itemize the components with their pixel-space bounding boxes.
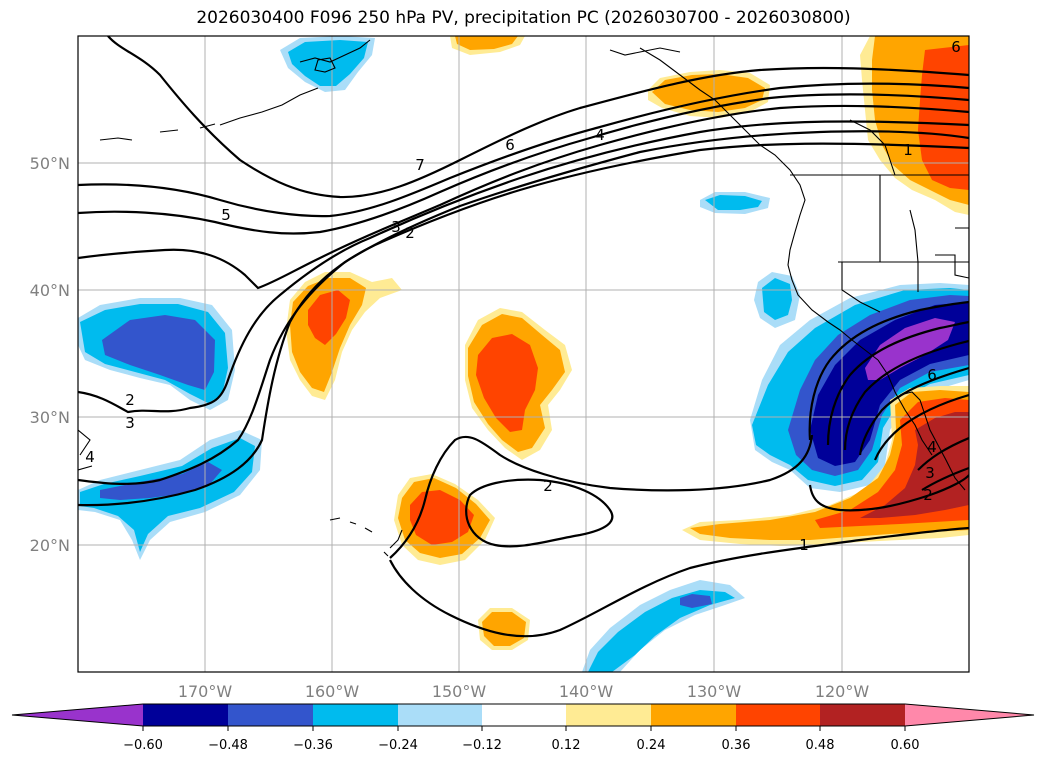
- colorbar-tick: 0.60: [891, 738, 920, 753]
- contour-labels: 7 6 4 5 3 2 1 1 2 3 4 6 2 3 4 2 6: [85, 38, 961, 554]
- lat-label: 30°N: [30, 408, 70, 427]
- colorbar-tick: −0.12: [462, 738, 502, 753]
- colorbar-tick: −0.60: [123, 738, 163, 753]
- pv-contours: [78, 36, 969, 638]
- colorbar-extend-high: [905, 704, 1034, 726]
- precip-shade-152w: [394, 474, 495, 565]
- contour-label: 1: [799, 536, 809, 554]
- lat-label: 20°N: [30, 536, 70, 555]
- latitude-labels: 50°N 40°N 30°N 20°N: [30, 154, 70, 555]
- contour-label: 4: [85, 448, 95, 466]
- contour-label: 1: [903, 141, 913, 159]
- lon-label: 170°W: [178, 682, 233, 701]
- colorbar: −0.60 −0.48 −0.36 −0.24 −0.12 0.12 0.24 …: [11, 703, 1035, 753]
- lat-label: 50°N: [30, 154, 70, 173]
- contour-label: 6: [927, 366, 937, 384]
- colorbar-tick: −0.48: [208, 738, 248, 753]
- colorbar-extend-low: [12, 704, 143, 726]
- lon-label: 140°W: [559, 682, 614, 701]
- contour-label: 3: [125, 414, 135, 432]
- colorbar-tick: 0.12: [552, 738, 581, 753]
- lon-label: 120°W: [815, 682, 870, 701]
- map-frame: [77, 35, 970, 673]
- contour-label: 5: [221, 206, 231, 224]
- contour-label: 3: [925, 464, 935, 482]
- lon-label: 150°W: [432, 682, 487, 701]
- precip-shade-southwest-neg: [78, 430, 262, 560]
- map-title: 2026030400 F096 250 hPa PV, precipitatio…: [196, 8, 851, 28]
- contour-label: 7: [415, 156, 425, 174]
- contour-label: 2: [923, 486, 933, 504]
- contour-label: 2: [125, 391, 135, 409]
- contour-label: 3: [391, 218, 401, 236]
- contour-label: 6: [505, 136, 515, 154]
- precip-shade-west-neg: [78, 298, 235, 410]
- lon-label: 130°W: [687, 682, 742, 701]
- precip-shade-aleutian: [280, 36, 375, 92]
- map-plot-area: 7 6 4 5 3 2 1 1 2 3 4 6 2 3 4 2 6: [78, 36, 969, 672]
- colorbar-tick: −0.24: [378, 738, 418, 753]
- contour-label: 2: [543, 477, 553, 495]
- lat-label: 40°N: [30, 281, 70, 300]
- colorbar-tick: 0.36: [722, 738, 751, 753]
- lon-label: 160°W: [305, 682, 360, 701]
- longitude-labels: 170°W 160°W 150°W 140°W 130°W 120°W: [178, 682, 870, 701]
- colorbar-tick: 0.48: [806, 738, 835, 753]
- precip-shade-central-neg: [582, 580, 745, 672]
- precip-shade-pnw: [860, 36, 969, 215]
- contour-label: 2: [405, 224, 415, 242]
- contour-label: 4: [595, 126, 605, 144]
- contour-label: 4: [927, 438, 937, 456]
- precip-shade-160w: [286, 272, 402, 400]
- colorbar-tick: 0.24: [637, 738, 666, 753]
- contour-label: 6: [951, 38, 961, 56]
- colorbar-tick: −0.36: [293, 738, 333, 753]
